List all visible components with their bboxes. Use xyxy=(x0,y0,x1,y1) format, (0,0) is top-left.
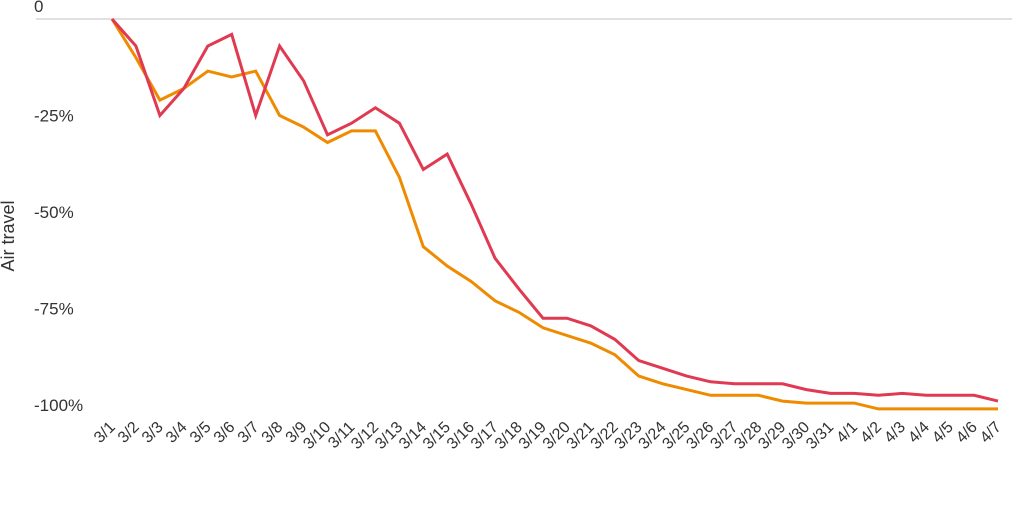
x-tick-label: 3/4 xyxy=(163,419,191,447)
x-tick-label: 3/5 xyxy=(187,419,215,447)
x-tick-label: 4/2 xyxy=(857,419,885,447)
y-tick-label: -100% xyxy=(34,396,83,415)
series-line-red xyxy=(110,18,999,403)
series-lines xyxy=(110,18,999,411)
x-tick-label: 4/6 xyxy=(953,419,981,447)
x-tick-label: 4/1 xyxy=(833,419,861,447)
x-tick-label: 3/31 xyxy=(803,419,837,453)
y-tick-label: -75% xyxy=(34,300,74,319)
y-axis-title-group: Air travel xyxy=(0,200,18,271)
y-axis-title: Air travel xyxy=(0,200,18,271)
x-tick-label: 3/7 xyxy=(235,419,263,447)
x-axis-ticks: 3/13/23/33/43/53/63/73/83/93/103/113/123… xyxy=(91,419,1005,453)
x-tick-label: 4/5 xyxy=(929,419,957,447)
x-tick-label: 3/1 xyxy=(91,419,119,447)
y-tick-label: 0 xyxy=(34,0,43,16)
y-tick-label: -50% xyxy=(34,203,74,222)
x-tick-label: 3/6 xyxy=(211,419,239,447)
y-tick-label: -25% xyxy=(34,107,74,126)
x-tick-label: 4/3 xyxy=(881,419,909,447)
x-tick-label: 3/8 xyxy=(259,419,287,447)
x-tick-label: 4/7 xyxy=(977,419,1005,447)
x-tick-label: 4/4 xyxy=(905,419,933,447)
x-tick-label: 3/3 xyxy=(139,419,167,447)
y-axis-ticks: 0 -25% -50% -75% -100% xyxy=(34,0,83,415)
series-line-orange xyxy=(110,18,998,411)
x-tick-label: 3/2 xyxy=(115,419,143,447)
